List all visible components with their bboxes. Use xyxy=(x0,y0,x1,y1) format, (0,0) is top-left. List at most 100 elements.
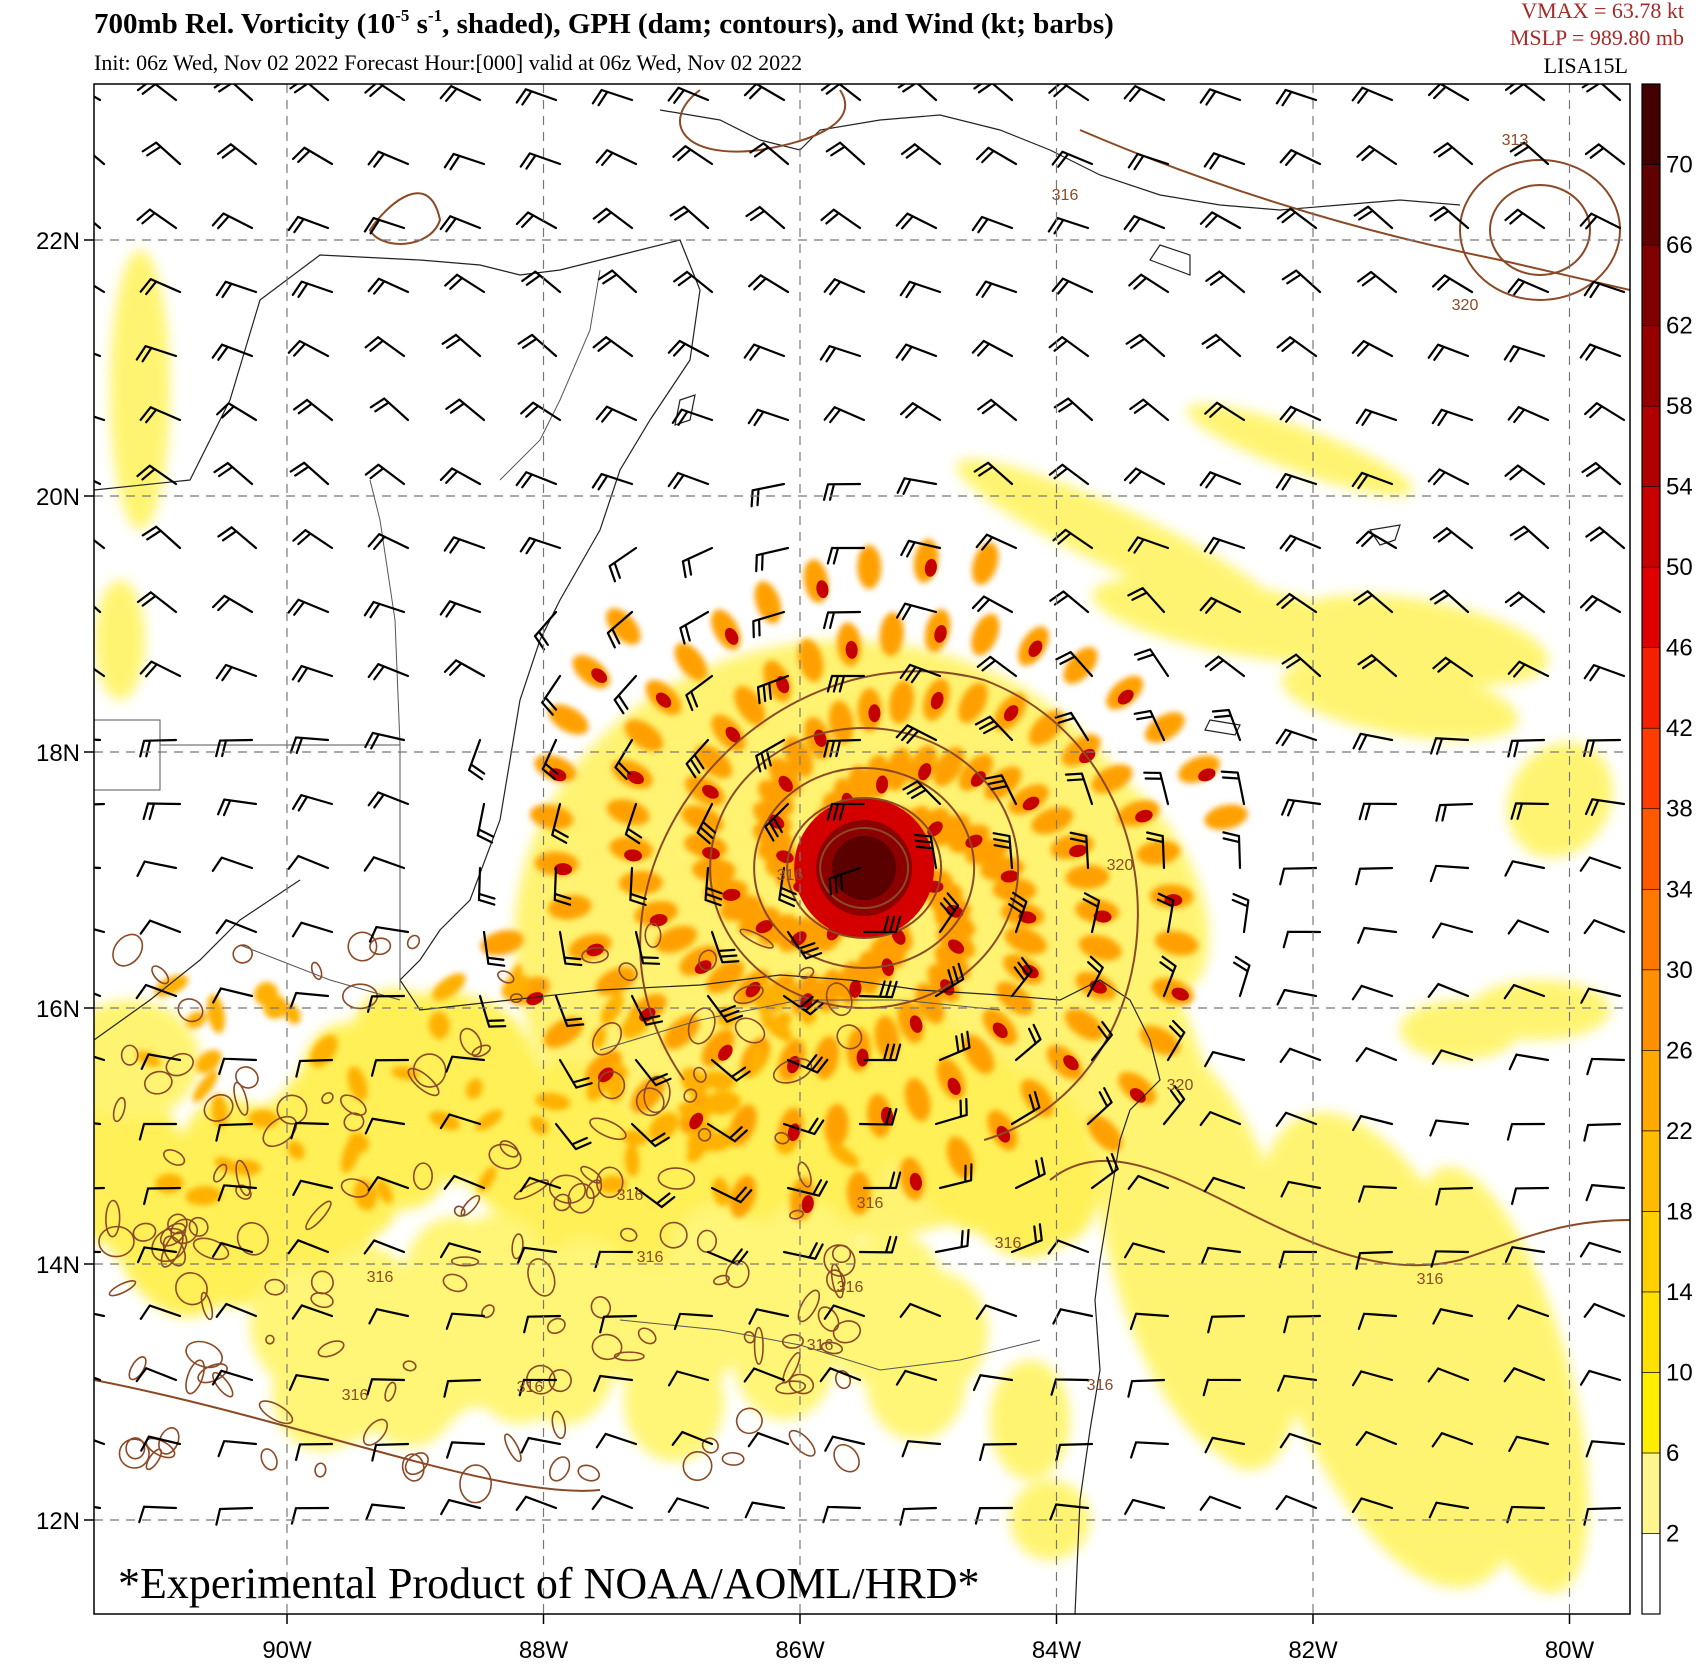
shading-spiral-core xyxy=(947,1077,961,1095)
shading-convective-cell xyxy=(648,1112,679,1141)
wind-barb xyxy=(764,802,790,842)
contour-label: 316 xyxy=(837,1279,864,1296)
wind-barb xyxy=(139,406,182,424)
shading-convective-cell xyxy=(749,1045,764,1075)
lon-tick-label: 80W xyxy=(1545,1637,1595,1664)
wind-barb xyxy=(975,146,1018,166)
colorbar-swatch xyxy=(1641,164,1661,246)
colorbar-label: 54 xyxy=(1666,474,1693,501)
colorbar-swatch xyxy=(1641,1372,1661,1454)
wind-barb xyxy=(139,1304,182,1320)
lat-tick-label: 14N xyxy=(36,1252,80,1279)
wind-barb xyxy=(1279,866,1318,886)
wind-barb xyxy=(94,1376,102,1382)
wind-barb xyxy=(140,1053,182,1070)
wind-barb xyxy=(289,991,330,1010)
wind-barb xyxy=(747,1431,790,1448)
lat-tick-label: 20N xyxy=(36,484,80,511)
wind-barb xyxy=(1204,655,1246,678)
wind-barb xyxy=(1586,1057,1626,1076)
shading-convective-cell xyxy=(284,1003,301,1025)
wind-barb xyxy=(211,343,254,361)
wind-barb xyxy=(367,791,410,809)
wind-barb xyxy=(443,152,486,171)
wind-barb xyxy=(439,467,482,486)
shading-spiral-core xyxy=(586,943,604,957)
wind-barb xyxy=(217,526,258,550)
wind-barb xyxy=(445,1055,486,1073)
shading-spiral-core xyxy=(1003,705,1019,722)
wind-barb xyxy=(1008,891,1028,934)
shading-spiral-core xyxy=(801,1195,814,1214)
colorbar-label: 62 xyxy=(1666,313,1693,340)
colorbar-label: 26 xyxy=(1666,1037,1693,1064)
shading-convective-cell xyxy=(185,1186,222,1206)
gph-contour-cell xyxy=(258,1400,294,1425)
wind-barb xyxy=(1507,919,1550,935)
gph-contour-cell xyxy=(162,1235,186,1267)
wind-barb xyxy=(971,339,1014,358)
wind-barb xyxy=(94,352,102,358)
contour-label: 316 xyxy=(777,867,804,884)
shading-spiral-arm xyxy=(654,925,698,953)
gph-contour-cell xyxy=(232,944,253,964)
gph-contour-cell xyxy=(836,1024,863,1050)
map-panel: 316 316 316 316 316 316 316 316 316 316 316 316 320 3… xyxy=(94,84,1630,1614)
wind-barb xyxy=(1049,1503,1090,1521)
wind-barb xyxy=(1509,525,1550,550)
gph-contour-cell xyxy=(170,1218,199,1245)
wind-barb xyxy=(1127,587,1166,614)
gph-contour-cell xyxy=(657,1167,696,1190)
gph-contour-316 xyxy=(639,670,1139,1141)
wind-barb xyxy=(786,930,823,960)
gph-contour-cell xyxy=(343,1112,365,1132)
shading-spiral-core xyxy=(1129,1088,1146,1103)
gph-contour-ring xyxy=(786,797,943,939)
wind-barb xyxy=(518,1378,558,1397)
wind-barb xyxy=(141,141,182,166)
lat-tick-label: 22N xyxy=(36,228,80,255)
shading-convective-cell xyxy=(592,1026,607,1050)
wind-barb xyxy=(1427,84,1470,102)
wind-barb xyxy=(136,860,178,877)
gph-contour-cell xyxy=(620,1227,638,1242)
wind-barb xyxy=(215,663,258,682)
shading-spiral-arm xyxy=(971,613,1000,656)
gph-contour-cell xyxy=(693,1066,707,1083)
contour-label: 316 xyxy=(637,1249,664,1266)
gph-contour-cell xyxy=(305,1200,332,1231)
wind-barb xyxy=(1282,930,1322,949)
contour-label: 316 xyxy=(1417,1271,1444,1288)
wind-barb xyxy=(1507,278,1550,296)
contour-label: 320 xyxy=(1107,857,1134,874)
gph-contour-cell xyxy=(402,1360,417,1372)
wind-barb xyxy=(858,1235,898,1254)
wind-barb xyxy=(1127,152,1170,171)
wind-barb xyxy=(629,866,647,906)
shading-spiral-core xyxy=(1135,809,1153,823)
wind-barb xyxy=(755,546,790,573)
wind-barb xyxy=(1351,1497,1394,1514)
wind-barb xyxy=(439,215,482,233)
wind-barb xyxy=(368,1308,410,1325)
gph-contour-cell xyxy=(753,1326,764,1365)
gph-contour-cell xyxy=(112,1096,126,1123)
colorbar-label: 42 xyxy=(1666,715,1693,742)
gph-contour-ring xyxy=(819,827,910,909)
colorbar-swatch xyxy=(1641,83,1661,165)
colorbar-label: 58 xyxy=(1666,393,1693,420)
wind-barb xyxy=(1427,982,1470,998)
wind-barb xyxy=(1203,1176,1246,1193)
wind-barb xyxy=(439,84,482,102)
colorbar-swatch xyxy=(1641,566,1661,648)
shading-band-east xyxy=(110,250,170,530)
wind-barb xyxy=(593,1374,634,1392)
wind-barb xyxy=(630,994,664,1026)
wind-barbs xyxy=(94,84,1626,1526)
wind-barb xyxy=(1504,464,1546,486)
gph-contour-cell xyxy=(739,928,774,949)
wind-barb xyxy=(591,472,634,491)
wind-barb xyxy=(1429,1119,1470,1137)
shading-convective-cell xyxy=(207,994,225,1034)
gph-contour-cell xyxy=(98,1225,135,1258)
